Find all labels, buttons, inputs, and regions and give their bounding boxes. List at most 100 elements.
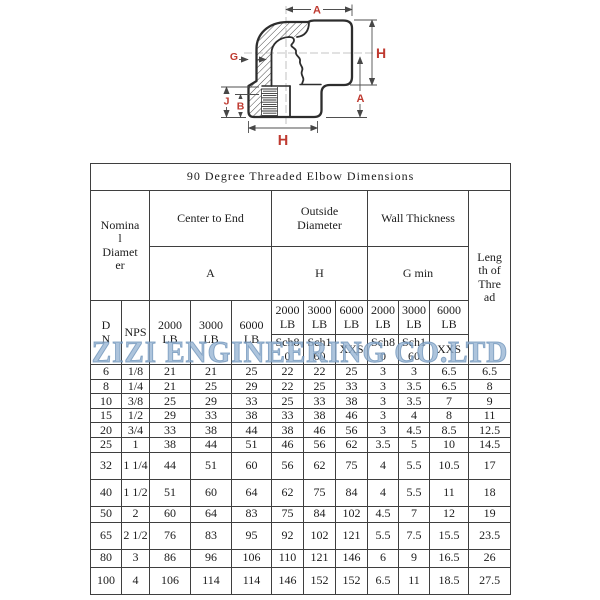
- label-backings: [220, 4, 367, 112]
- cell-g3000: 5: [398, 437, 430, 453]
- table-row: 20 3/4 33 38 44 38 46 56 3 4.5 8.5 12.5: [90, 422, 512, 439]
- header-h: H: [271, 246, 368, 301]
- cell-g3000: 9: [398, 548, 430, 568]
- elbow-section-drawing: A H A G J B H: [220, 4, 386, 149]
- cell-h6000: 25: [335, 364, 368, 380]
- cell-g3000: 7.5: [398, 521, 430, 550]
- cell-nps: 3/8: [121, 393, 150, 410]
- cell-a2000: 76: [149, 521, 191, 550]
- elbow-outline: [247, 19, 354, 119]
- cell-g2000: 3: [367, 364, 399, 380]
- header-outside-diameter: Outside Diameter: [271, 190, 368, 247]
- cell-g6000: 18.5: [429, 566, 469, 595]
- header-h-3000lb: 3000 LB: [303, 300, 336, 335]
- header-nominal-diameter: Nomina l Diamet er: [90, 190, 150, 301]
- dim-label-h-bottom: H: [278, 133, 288, 149]
- header-center-to-end: Center to End: [149, 190, 272, 247]
- header-h-xxs: XXS: [335, 334, 368, 365]
- table-row: 25 1 38 44 51 46 56 62 3.5 5 10 14.5: [90, 437, 512, 453]
- cell-a6000: 33: [231, 393, 272, 410]
- cell-g2000: 3: [367, 422, 399, 439]
- dim-label-a-right: A: [357, 93, 365, 105]
- header-nps: NPS: [121, 300, 150, 365]
- table-row: 50 2 60 64 83 75 84 102 4.5 7 12 19: [90, 505, 512, 523]
- cell-g3000: 3.5: [398, 378, 430, 395]
- cell-h2000: 25: [271, 393, 304, 410]
- cell-h3000: 56: [303, 437, 336, 453]
- cell-dn: 20: [90, 422, 122, 439]
- cell-dn: 40: [90, 478, 122, 507]
- cell-g3000: 3.5: [398, 393, 430, 410]
- cell-a3000: 21: [190, 364, 232, 380]
- cell-nps: 1/8: [121, 364, 150, 380]
- header-g-sch80: Sch8 0: [367, 334, 399, 365]
- cell-h3000: 38: [303, 408, 336, 424]
- cell-g6000: 6.5: [429, 378, 469, 395]
- cell-g2000: 6.5: [367, 566, 399, 595]
- cell-thread: 12.5: [467, 422, 512, 439]
- cell-h3000: 62: [303, 451, 336, 480]
- dim-label-h-right: H: [376, 45, 386, 61]
- cell-h3000: 22: [303, 364, 336, 380]
- dimension-rows: 6 1/8 21 21 25 22 22 25 3 3 6.5 6.5 8 1/4 21 25 29 22 25 33…: [90, 364, 512, 595]
- dimensions-table-wrap: 90 Degree Threaded Elbow Dimensions Nomi…: [89, 163, 512, 595]
- cell-dn: 8: [90, 378, 122, 395]
- cell-a2000: 51: [149, 478, 191, 507]
- dim-label-b: B: [237, 101, 245, 113]
- cell-a2000: 38: [149, 437, 191, 453]
- header-length-of-thread: Leng th of Thre ad: [467, 190, 512, 365]
- cell-h6000: 56: [335, 422, 368, 439]
- cell-dn: 32: [90, 451, 122, 480]
- header-wall-thickness: Wall Thickness: [367, 190, 469, 247]
- cell-nps: 1 1/2: [121, 478, 150, 507]
- cell-g2000: 6: [367, 548, 399, 568]
- table-row: 6 1/8 21 21 25 22 22 25 3 3 6.5 6.5: [90, 364, 512, 380]
- cell-nps: 3: [121, 548, 150, 568]
- cell-h2000: 62: [271, 478, 304, 507]
- cell-h2000: 46: [271, 437, 304, 453]
- header-a-6000lb: 6000 LB: [231, 300, 272, 365]
- cell-g3000: 7: [398, 505, 430, 523]
- cell-a6000: 106: [231, 548, 272, 568]
- cell-g6000: 10.5: [429, 451, 469, 480]
- cell-nps: 1/2: [121, 408, 150, 424]
- cell-h2000: 75: [271, 505, 304, 523]
- cell-dn: 6: [90, 364, 122, 380]
- cell-a6000: 64: [231, 478, 272, 507]
- cell-h6000: 146: [335, 548, 368, 568]
- cell-g6000: 15.5: [429, 521, 469, 550]
- cell-g2000: 3: [367, 393, 399, 410]
- cell-a3000: 44: [190, 437, 232, 453]
- table-row: 10 3/8 25 29 33 25 33 38 3 3.5 7 9: [90, 393, 512, 410]
- cell-dn: 15: [90, 408, 122, 424]
- table-row: 15 1/2 29 33 38 33 38 46 3 4 8 11: [90, 408, 512, 424]
- cell-h6000: 84: [335, 478, 368, 507]
- cell-a2000: 44: [149, 451, 191, 480]
- cell-a6000: 83: [231, 505, 272, 523]
- cell-h2000: 33: [271, 408, 304, 424]
- header-g-2000lb: 2000 LB: [367, 300, 399, 335]
- cell-g3000: 5.5: [398, 478, 430, 507]
- cell-thread: 9: [467, 393, 512, 410]
- cell-thread: 11: [467, 408, 512, 424]
- cell-g3000: 4: [398, 408, 430, 424]
- cell-g2000: 3.5: [367, 437, 399, 453]
- table-row: 8 1/4 21 25 29 22 25 33 3 3.5 6.5 8: [90, 378, 512, 395]
- cell-nps: 1/4: [121, 378, 150, 395]
- table-title: 90 Degree Threaded Elbow Dimensions: [89, 163, 512, 191]
- cell-h6000: 102: [335, 505, 368, 523]
- cell-g3000: 4.5: [398, 422, 430, 439]
- cell-g6000: 6.5: [429, 364, 469, 380]
- header-g-6000lb: 6000 LB: [429, 300, 469, 335]
- cell-h3000: 75: [303, 478, 336, 507]
- hatch-bend-wall: [248, 22, 309, 86]
- cell-a3000: 33: [190, 408, 232, 424]
- cell-g3000: 5.5: [398, 451, 430, 480]
- cell-a2000: 21: [149, 378, 191, 395]
- cell-a6000: 25: [231, 364, 272, 380]
- cell-thread: 26: [467, 548, 512, 568]
- section-lines: [261, 21, 322, 117]
- cell-a6000: 51: [231, 437, 272, 453]
- cell-g2000: 4: [367, 451, 399, 480]
- cell-g6000: 12: [429, 505, 469, 523]
